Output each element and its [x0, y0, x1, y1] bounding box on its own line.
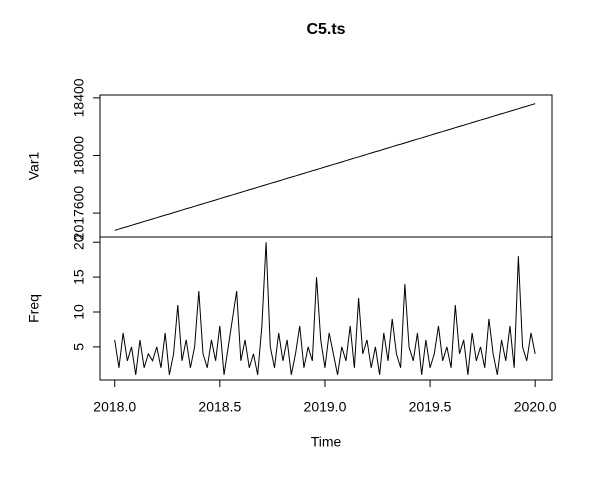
chart-title: C5.ts — [306, 21, 345, 38]
y-axis-label: Freq — [26, 294, 42, 323]
x-tick-label: 2020.0 — [514, 399, 557, 415]
y-tick-label: 15 — [71, 269, 87, 285]
y-tick-label: 5 — [71, 343, 87, 351]
y-axis-label: Var1 — [26, 152, 42, 181]
x-tick-label: 2018.0 — [93, 399, 136, 415]
x-axis-label: Time — [311, 434, 342, 450]
x-tick-label: 2019.5 — [409, 399, 452, 415]
data-line — [114, 242, 536, 375]
x-tick-label: 2019.0 — [304, 399, 347, 415]
y-tick-label: 2017600 — [71, 186, 87, 241]
data-line — [114, 103, 536, 231]
y-tick-label: 18000 — [71, 136, 87, 175]
y-tick-label: 20 — [71, 234, 87, 250]
y-tick-label: 18400 — [71, 78, 87, 117]
x-tick-label: 2018.5 — [198, 399, 241, 415]
y-tick-label: 10 — [71, 304, 87, 320]
